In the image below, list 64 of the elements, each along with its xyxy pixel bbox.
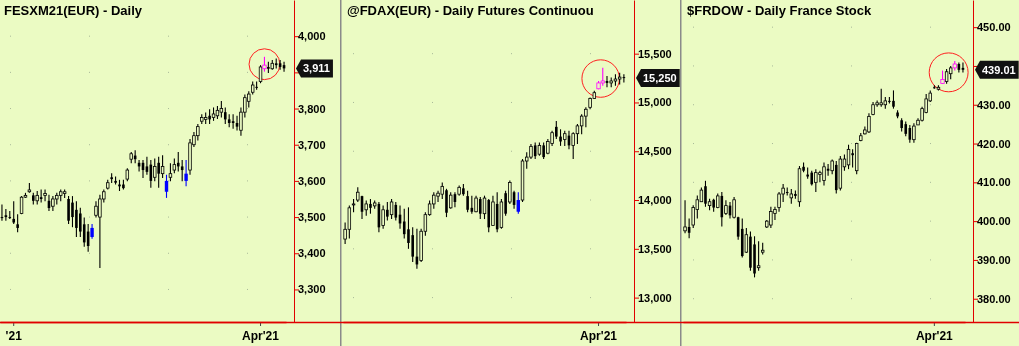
candlestick [79, 207, 82, 238]
y-tick-label: 3,500 [298, 211, 326, 224]
y-tick-label: 15,000 [638, 96, 672, 109]
text: 3,911 [303, 62, 330, 75]
y-tick-label: 3,700 [298, 138, 326, 151]
candlestick [82, 216, 86, 248]
candlestick [912, 122, 916, 144]
candlestick [168, 162, 173, 182]
candlestick [12, 200, 16, 225]
chart-title: $FRDOW - Daily France Stock [687, 3, 872, 18]
x-tick-label: Apr'21 [580, 328, 618, 343]
candlestick [822, 162, 826, 186]
y-tick-label: 420.00 [977, 137, 1011, 150]
y-tick-label: 3,400 [298, 247, 326, 260]
candlestick [466, 190, 469, 213]
candlestick [846, 144, 851, 170]
x-tick-label: Apr'21 [915, 328, 954, 343]
y-tick-label: 14,500 [638, 145, 672, 158]
text: 439.01 [982, 63, 1016, 76]
candlestick [394, 201, 398, 222]
candlestick [402, 208, 406, 240]
candlestick [71, 195, 74, 228]
chart-title: FESXM21(EUR) - Daily [4, 3, 143, 18]
candlestick [98, 194, 102, 269]
y-tick-label: 3,600 [298, 174, 326, 187]
y-tick-label: 380.00 [977, 292, 1011, 305]
candlestick [814, 168, 818, 193]
candlestick [16, 213, 19, 233]
candlestick [347, 204, 352, 240]
candlestick [184, 159, 188, 187]
y-tick-label: 400.00 [977, 215, 1011, 228]
candlestick [756, 240, 761, 272]
text: 15,250 [643, 71, 677, 84]
x-tick-label: '21 [5, 328, 23, 343]
y-tick-label: 3,300 [298, 283, 326, 296]
candlestick [818, 170, 822, 183]
y-tick-label: 13,500 [638, 242, 672, 255]
y-tick-label: 3,800 [298, 102, 326, 115]
y-tick-label: 430.00 [977, 98, 1011, 111]
candlestick [491, 195, 495, 226]
y-tick-label: 410.00 [977, 176, 1011, 189]
candlestick [389, 198, 394, 220]
y-tick-label: 15,500 [638, 47, 672, 60]
candlestick [436, 190, 440, 203]
y-tick-label: 14,000 [638, 194, 672, 207]
candlestick [516, 191, 520, 215]
candlestick [769, 206, 773, 229]
candlestick [683, 199, 687, 234]
candlestick [600, 67, 605, 87]
candlestick [411, 226, 414, 263]
y-tick-label: 13,000 [638, 291, 672, 304]
candlestick [160, 154, 165, 179]
candlestick [381, 204, 385, 230]
y-tick-label: 390.00 [977, 253, 1011, 266]
candlestick [176, 151, 180, 173]
candlestick [75, 200, 78, 238]
candlestick [892, 89, 895, 110]
y-tick-label: 450.00 [977, 21, 1011, 34]
candlestick [478, 196, 482, 220]
x-tick-label: Apr'21 [242, 328, 280, 343]
y-tick-label: 4,000 [298, 30, 326, 43]
chart-title: @FDAX(EUR) - Daily Futures Continuou [347, 3, 594, 18]
candlestick [67, 195, 70, 225]
candlestick [258, 64, 263, 84]
